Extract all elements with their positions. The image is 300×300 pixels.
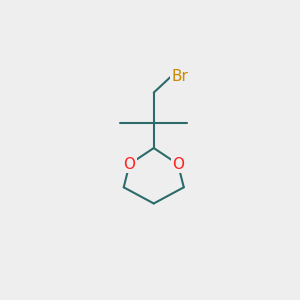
Text: Br: Br: [171, 69, 188, 84]
Text: O: O: [172, 157, 184, 172]
Text: O: O: [124, 157, 136, 172]
